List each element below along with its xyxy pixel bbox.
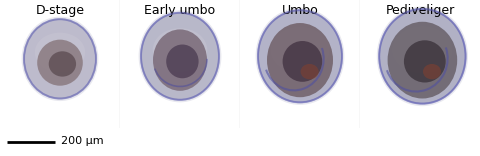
Ellipse shape bbox=[267, 23, 333, 97]
Text: Umbo: Umbo bbox=[282, 4, 318, 17]
Ellipse shape bbox=[271, 27, 329, 73]
Text: D-stage: D-stage bbox=[36, 4, 84, 17]
Ellipse shape bbox=[387, 22, 457, 98]
Ellipse shape bbox=[24, 19, 96, 98]
Ellipse shape bbox=[404, 40, 445, 83]
Ellipse shape bbox=[258, 10, 342, 102]
Ellipse shape bbox=[153, 28, 207, 72]
Ellipse shape bbox=[423, 64, 441, 79]
Ellipse shape bbox=[166, 44, 199, 78]
Ellipse shape bbox=[141, 13, 219, 100]
Ellipse shape bbox=[22, 17, 98, 101]
Ellipse shape bbox=[377, 6, 468, 106]
Text: 200 μm: 200 μm bbox=[61, 136, 104, 146]
Text: Early umbo: Early umbo bbox=[144, 4, 216, 17]
Ellipse shape bbox=[392, 26, 453, 73]
Ellipse shape bbox=[49, 51, 76, 77]
Ellipse shape bbox=[139, 10, 221, 102]
Text: Pediveliger: Pediveliger bbox=[385, 4, 455, 17]
Ellipse shape bbox=[37, 40, 83, 86]
Ellipse shape bbox=[153, 29, 207, 91]
Ellipse shape bbox=[255, 8, 345, 105]
Ellipse shape bbox=[379, 9, 466, 104]
Ellipse shape bbox=[283, 41, 322, 82]
Ellipse shape bbox=[300, 64, 319, 79]
Ellipse shape bbox=[35, 33, 85, 72]
